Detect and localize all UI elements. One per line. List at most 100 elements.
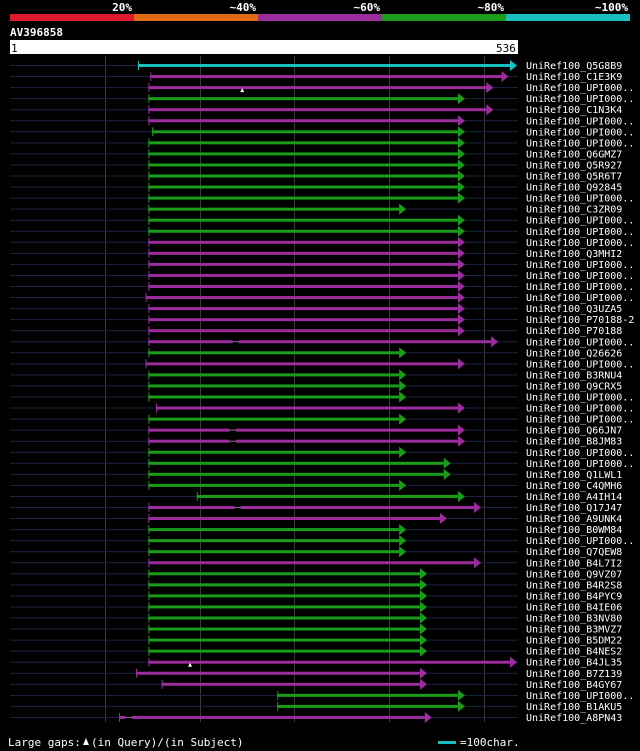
hit-label[interactable]: UniRef100_UPI000.. <box>526 138 634 149</box>
hit-label[interactable]: UniRef100_A9UNK4 <box>526 514 622 525</box>
hit-label[interactable]: UniRef100_B4L7I2 <box>526 558 622 569</box>
hit-label[interactable]: UniRef100_UPI000.. <box>526 293 634 304</box>
hit-row[interactable]: UniRef100_B3RNU4 <box>10 369 622 381</box>
hit-label[interactable]: UniRef100_B4GY67 <box>526 680 622 691</box>
hit-label[interactable]: UniRef100_UPI000.. <box>526 393 634 404</box>
hit-label[interactable]: UniRef100_UPI000.. <box>526 238 634 249</box>
hit-row[interactable]: UniRef100_UPI000.. <box>10 115 634 127</box>
hit-row[interactable]: UniRef100_Q1LWL1 <box>10 468 622 481</box>
hit-row[interactable]: UniRef100_P70188-2 <box>10 314 634 326</box>
hit-label[interactable]: UniRef100_UPI000.. <box>526 448 634 459</box>
hit-label[interactable]: UniRef100_UPI000.. <box>526 282 634 293</box>
hit-label[interactable]: UniRef100_UPI000.. <box>526 415 634 426</box>
hit-label[interactable]: UniRef100_UPI000.. <box>526 227 634 238</box>
hit-label[interactable]: UniRef100_B7Z139 <box>526 669 622 680</box>
hit-row[interactable]: UniRef100_B4NES2 <box>10 645 622 658</box>
hit-row[interactable]: UniRef100_UPI000.. <box>10 457 634 470</box>
hit-label[interactable]: UniRef100_P70188-2 <box>526 315 634 326</box>
hit-label[interactable]: UniRef100_B4PYC9 <box>526 591 622 602</box>
hit-label[interactable]: UniRef100_C4QMH6 <box>526 481 622 492</box>
hit-row[interactable]: UniRef100_UPI000.. <box>10 391 634 404</box>
hit-row[interactable]: UniRef100_B4R2S8 <box>10 579 622 591</box>
hit-label[interactable]: UniRef100_B4NES2 <box>526 647 622 658</box>
hit-row[interactable]: UniRef100_A9UNK4 <box>10 513 622 525</box>
hit-row[interactable]: UniRef100_B5DM22 <box>10 634 622 647</box>
hit-label[interactable]: UniRef100_Q5G8B9 <box>526 61 622 72</box>
hit-row[interactable]: UniRef100_Q3UZA5 <box>10 303 622 315</box>
hit-label[interactable]: UniRef100_UPI000.. <box>526 459 634 470</box>
hit-label[interactable]: UniRef100_C3ZR09 <box>526 205 622 216</box>
hit-label[interactable]: UniRef100_Q1LWL1 <box>526 470 622 481</box>
hit-label[interactable]: UniRef100_UPI000.. <box>526 271 634 282</box>
hit-label[interactable]: UniRef100_A8PN43 <box>526 713 622 724</box>
hit-row[interactable]: UniRef100_B3MVZ7 <box>10 623 622 636</box>
hit-row[interactable]: UniRef100_UPI000.. <box>10 192 634 205</box>
hit-label[interactable]: UniRef100_B4JL35 <box>526 658 622 669</box>
hit-row[interactable]: UniRef100_A8PN43 <box>10 711 622 724</box>
hit-row[interactable]: UniRef100_B4JL35 <box>10 656 622 669</box>
hit-row[interactable]: UniRef100_UPI000.. <box>10 236 634 249</box>
hit-label[interactable]: UniRef100_UPI000.. <box>526 337 634 348</box>
hit-label[interactable]: UniRef100_Q5R927 <box>526 160 622 171</box>
hit-label[interactable]: UniRef100_UPI000.. <box>526 691 634 702</box>
hit-label[interactable]: UniRef100_C1E3K9 <box>526 72 622 83</box>
hit-row[interactable]: UniRef100_UPI000.. <box>10 413 634 426</box>
hit-row[interactable]: UniRef100_UPI000.. <box>10 689 634 702</box>
hit-row[interactable]: UniRef100_Q9CRX5 <box>10 380 622 392</box>
hit-row[interactable]: UniRef100_Q17J47 <box>10 502 622 514</box>
hit-row[interactable]: UniRef100_UPI000.. <box>10 269 634 282</box>
hit-label[interactable]: UniRef100_Q7QEW8 <box>526 547 622 558</box>
hit-label[interactable]: UniRef100_UPI000.. <box>526 94 634 105</box>
hit-label[interactable]: UniRef100_B3NV80 <box>526 614 622 625</box>
hit-label[interactable]: UniRef100_B8JM83 <box>526 437 622 448</box>
hit-row[interactable]: UniRef100_UPI000.. <box>10 82 634 94</box>
hit-label[interactable]: UniRef100_UPI000.. <box>526 127 634 138</box>
hit-row[interactable]: UniRef100_Q92845 <box>10 181 622 194</box>
hit-row[interactable]: UniRef100_UPI000.. <box>10 225 634 238</box>
hit-label[interactable]: UniRef100_UPI000.. <box>526 116 634 127</box>
hit-row[interactable]: UniRef100_B1AKU5 <box>10 700 622 713</box>
hit-row[interactable]: UniRef100_UPI000.. <box>10 402 634 415</box>
hit-label[interactable]: UniRef100_B0WM84 <box>526 525 622 536</box>
hit-label[interactable]: UniRef100_Q5R6T7 <box>526 172 622 183</box>
hit-row[interactable]: UniRef100_B3NV80 <box>10 612 622 625</box>
hit-row[interactable]: UniRef100_Q7QEW8 <box>10 546 622 558</box>
hit-label[interactable]: UniRef100_Q26626 <box>526 348 622 359</box>
hit-label[interactable]: UniRef100_Q66JN7 <box>526 426 622 437</box>
hit-row[interactable]: UniRef100_UPI000.. <box>10 292 634 304</box>
hit-row[interactable]: UniRef100_B8JM83 <box>10 435 622 448</box>
hit-label[interactable]: UniRef100_UPI000.. <box>526 536 634 547</box>
hit-row[interactable]: UniRef100_B4IE06 <box>10 601 622 613</box>
hit-row[interactable]: UniRef100_UPI000.. <box>10 281 634 293</box>
hit-label[interactable]: UniRef100_UPI000.. <box>526 260 634 271</box>
hit-row[interactable]: UniRef100_Q5R6T7 <box>10 170 622 183</box>
hit-label[interactable]: UniRef100_Q92845 <box>526 183 622 194</box>
hit-label[interactable]: UniRef100_B1AKU5 <box>526 702 622 713</box>
hit-label[interactable]: UniRef100_Q6GMZ7 <box>526 149 622 160</box>
hit-label[interactable]: UniRef100_UPI000.. <box>526 216 634 227</box>
hit-row[interactable]: UniRef100_C1E3K9 <box>10 71 622 83</box>
hit-label[interactable]: UniRef100_B3RNU4 <box>526 370 622 381</box>
hit-row[interactable]: UniRef100_Q3MHI2 <box>10 247 622 260</box>
hit-label[interactable]: UniRef100_B4IE06 <box>526 602 622 613</box>
hit-label[interactable]: UniRef100_UPI000.. <box>526 194 634 205</box>
hit-row[interactable]: UniRef100_UPI000.. <box>10 446 634 459</box>
hit-row[interactable]: UniRef100_B0WM84 <box>10 524 622 536</box>
hit-label[interactable]: UniRef100_Q9VZ07 <box>526 569 622 580</box>
hit-row[interactable]: UniRef100_Q26626 <box>10 347 622 359</box>
hit-label[interactable]: UniRef100_B5DM22 <box>526 636 622 647</box>
hit-row[interactable]: UniRef100_Q66JN7 <box>10 424 622 437</box>
hit-label[interactable]: UniRef100_UPI000.. <box>526 404 634 415</box>
hit-row[interactable]: UniRef100_C3ZR09 <box>10 203 622 216</box>
hit-label[interactable]: UniRef100_B3MVZ7 <box>526 625 622 636</box>
hit-row[interactable]: UniRef100_UPI000.. <box>10 137 634 149</box>
hit-row[interactable]: UniRef100_UPI000.. <box>10 535 634 547</box>
hit-row[interactable]: UniRef100_UPI000.. <box>10 358 634 370</box>
hit-row[interactable]: UniRef100_P70188 <box>10 325 622 337</box>
hit-row[interactable]: UniRef100_UPI000.. <box>10 214 634 227</box>
hit-label[interactable]: UniRef100_A4IH14 <box>526 492 622 503</box>
hit-label[interactable]: UniRef100_UPI000.. <box>526 83 634 94</box>
hit-row[interactable]: UniRef100_Q5G8B9 <box>10 60 622 72</box>
hit-row[interactable]: UniRef100_UPI000.. <box>10 93 634 105</box>
hit-label[interactable]: UniRef100_C1N3K4 <box>526 105 622 116</box>
